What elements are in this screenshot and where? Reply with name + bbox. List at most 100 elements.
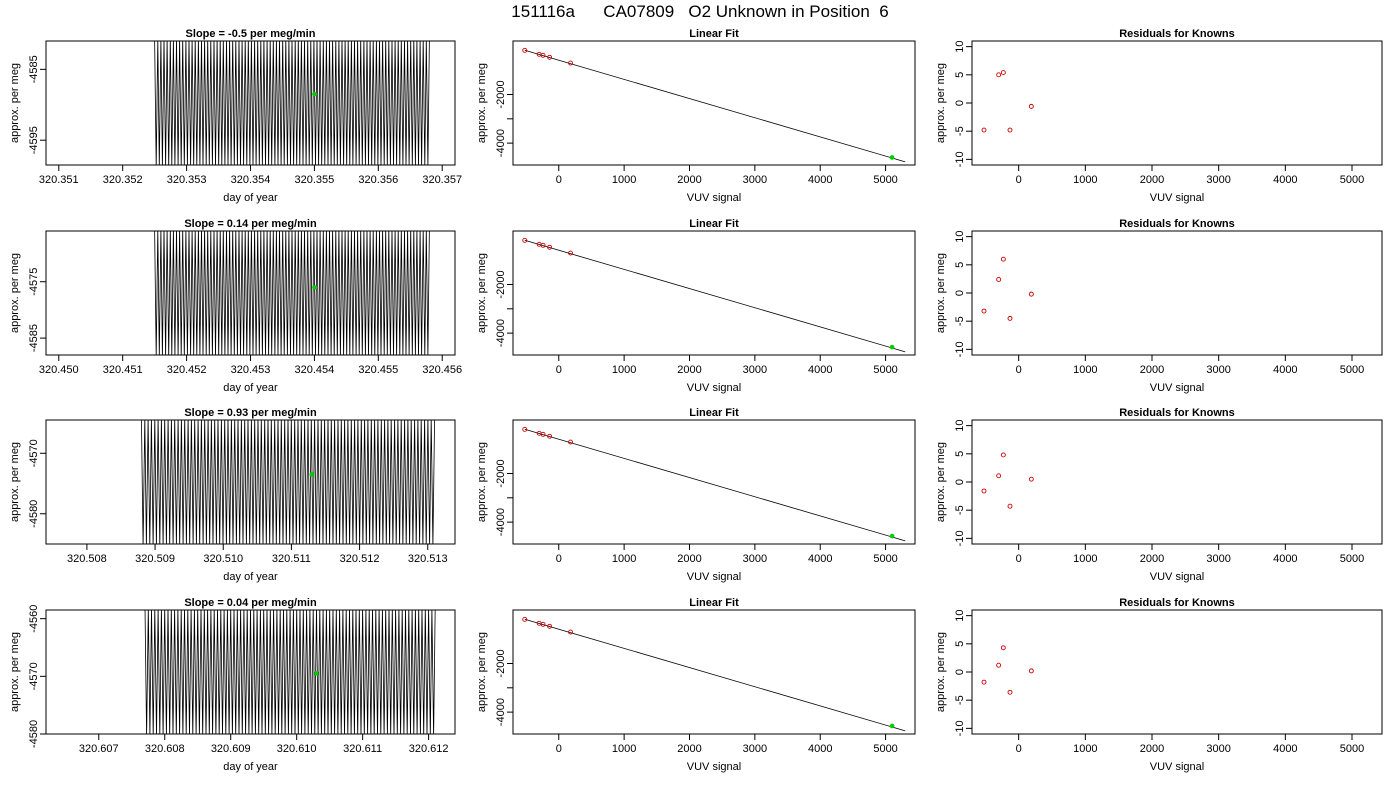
x-tick-label: 5000 bbox=[1340, 174, 1364, 186]
y-tick-label: 0 bbox=[954, 669, 966, 675]
x-tick-label: 320.512 bbox=[340, 553, 380, 565]
residual-point bbox=[1028, 103, 1034, 109]
x-tick-label: 320.611 bbox=[343, 743, 382, 755]
plot-frame bbox=[45, 419, 456, 545]
x-tick-label: 0 bbox=[556, 364, 562, 376]
oscillating-signal-line bbox=[141, 420, 435, 544]
x-tick-label: 320.509 bbox=[135, 553, 175, 565]
y-tick-label: -4570 bbox=[28, 439, 40, 467]
y-tick-label: -2000 bbox=[495, 459, 507, 487]
residuals-panel-row-1: Residuals for Knowns 0 1000 2000 3000 4000 500… bbox=[935, 28, 1383, 204]
plot-frame bbox=[512, 40, 916, 166]
oscillating-signal-line bbox=[154, 231, 430, 355]
panel-title: Linear Fit bbox=[689, 407, 739, 419]
unknown-point bbox=[889, 155, 895, 160]
x-tick-label: 3000 bbox=[743, 553, 767, 565]
unknown-point bbox=[309, 472, 315, 477]
x-tick-label: 1000 bbox=[612, 174, 636, 186]
x-tick-label: 1000 bbox=[1073, 364, 1097, 376]
y-tick-label: 10 bbox=[954, 420, 966, 432]
known-point bbox=[540, 52, 546, 58]
panel-title: Linear Fit bbox=[689, 218, 739, 230]
plot-data bbox=[981, 256, 1034, 321]
unknown-point bbox=[889, 723, 895, 729]
plot-frame bbox=[512, 230, 916, 356]
fit-line bbox=[524, 239, 906, 353]
plot-frame bbox=[971, 40, 1383, 166]
residual-point bbox=[1007, 315, 1013, 321]
x-tick-label: 320.608 bbox=[145, 743, 185, 755]
panel-title: Linear Fit bbox=[689, 597, 739, 609]
residual-point bbox=[1007, 689, 1013, 695]
residual-point bbox=[1028, 476, 1034, 482]
x-tick-label: 320.609 bbox=[211, 743, 251, 755]
x-axis-label: VUV signal bbox=[687, 382, 741, 394]
x-tick-label: 320.454 bbox=[295, 364, 335, 376]
plot-frame bbox=[971, 419, 1383, 545]
x-tick-label: 5000 bbox=[1340, 364, 1364, 376]
x-tick-label: 5000 bbox=[873, 364, 897, 376]
x-tick-label: 3000 bbox=[1206, 743, 1230, 755]
x-tick-label: 320.607 bbox=[79, 743, 119, 755]
x-tick-label: 4000 bbox=[1273, 174, 1297, 186]
plot-data bbox=[154, 41, 430, 165]
x-axis-label: day of year bbox=[223, 761, 278, 773]
known-point bbox=[540, 621, 546, 627]
oscillating-signal-line bbox=[154, 41, 430, 165]
plot-data bbox=[522, 47, 906, 163]
x-axis-label: VUV signal bbox=[1150, 571, 1204, 583]
x-tick-label: 320.354 bbox=[231, 174, 271, 186]
x-tick-label: 2000 bbox=[1140, 553, 1164, 565]
y-tick-label: -2000 bbox=[495, 270, 507, 298]
x-axis-label: day of year bbox=[223, 192, 278, 204]
y-tick-label: -5 bbox=[954, 505, 966, 515]
x-tick-label: 320.452 bbox=[167, 364, 207, 376]
time-series-panel-row-3: Slope = 0.93 per meg/min 320.508 320.509 32… bbox=[9, 407, 456, 583]
x-tick-label: 320.352 bbox=[103, 174, 143, 186]
x-tick-label: 1000 bbox=[1073, 174, 1097, 186]
residual-point bbox=[1007, 503, 1013, 509]
y-tick-label: -5 bbox=[954, 126, 966, 136]
x-tick-label: 4000 bbox=[808, 553, 832, 565]
x-tick-label: 0 bbox=[1016, 174, 1022, 186]
unknown-point bbox=[312, 285, 317, 290]
plot-frame bbox=[512, 419, 916, 545]
residual-point bbox=[1028, 668, 1034, 674]
y-tick-label: -4575 bbox=[28, 268, 40, 296]
x-tick-label: 1000 bbox=[612, 743, 636, 755]
y-tick-label: 0 bbox=[954, 100, 966, 106]
residual-point bbox=[981, 127, 987, 133]
known-point bbox=[540, 431, 546, 437]
x-tick-label: 320.355 bbox=[295, 174, 335, 186]
panel-title: Slope = -0.5 per meg/min bbox=[186, 28, 316, 40]
y-axis-label: approx. per meg bbox=[9, 632, 21, 712]
plot-data bbox=[981, 452, 1034, 509]
x-tick-label: 0 bbox=[1016, 364, 1022, 376]
x-tick-label: 320.353 bbox=[167, 174, 207, 186]
x-tick-label: 4000 bbox=[808, 743, 832, 755]
residual-point bbox=[1000, 70, 1006, 76]
y-tick-label: -4000 bbox=[495, 508, 507, 536]
unknown-point bbox=[889, 344, 895, 350]
residual-point bbox=[1007, 127, 1013, 133]
x-tick-label: 0 bbox=[556, 743, 562, 755]
linear-fit-panel-row-3: Linear Fit 0 1000 2000 3000 4000 5000 VUV signa… bbox=[476, 407, 916, 583]
x-axis-label: VUV signal bbox=[1150, 761, 1204, 773]
y-tick-label: -4560 bbox=[28, 605, 40, 633]
time-series-panel-row-1: Slope = -0.5 per meg/min 320.351 320.352 32… bbox=[9, 28, 462, 204]
x-tick-label: 0 bbox=[1016, 553, 1022, 565]
x-tick-label: 3000 bbox=[743, 743, 767, 755]
known-point bbox=[522, 237, 528, 243]
plot-data bbox=[522, 237, 906, 353]
y-axis-label: approx. per meg bbox=[935, 442, 947, 522]
y-axis-label: approx. per meg bbox=[9, 253, 21, 333]
panel-title: Slope = 0.93 per meg/min bbox=[184, 407, 317, 419]
fit-line bbox=[524, 618, 906, 732]
y-tick-label: -4595 bbox=[28, 126, 40, 154]
x-tick-label: 320.451 bbox=[103, 364, 143, 376]
x-tick-label: 1000 bbox=[1073, 553, 1097, 565]
known-point bbox=[522, 47, 528, 53]
panel-title: Residuals for Knowns bbox=[1119, 597, 1235, 609]
y-tick-label: -10 bbox=[954, 151, 966, 167]
panel-title: Slope = 0.14 per meg/min bbox=[184, 218, 317, 230]
